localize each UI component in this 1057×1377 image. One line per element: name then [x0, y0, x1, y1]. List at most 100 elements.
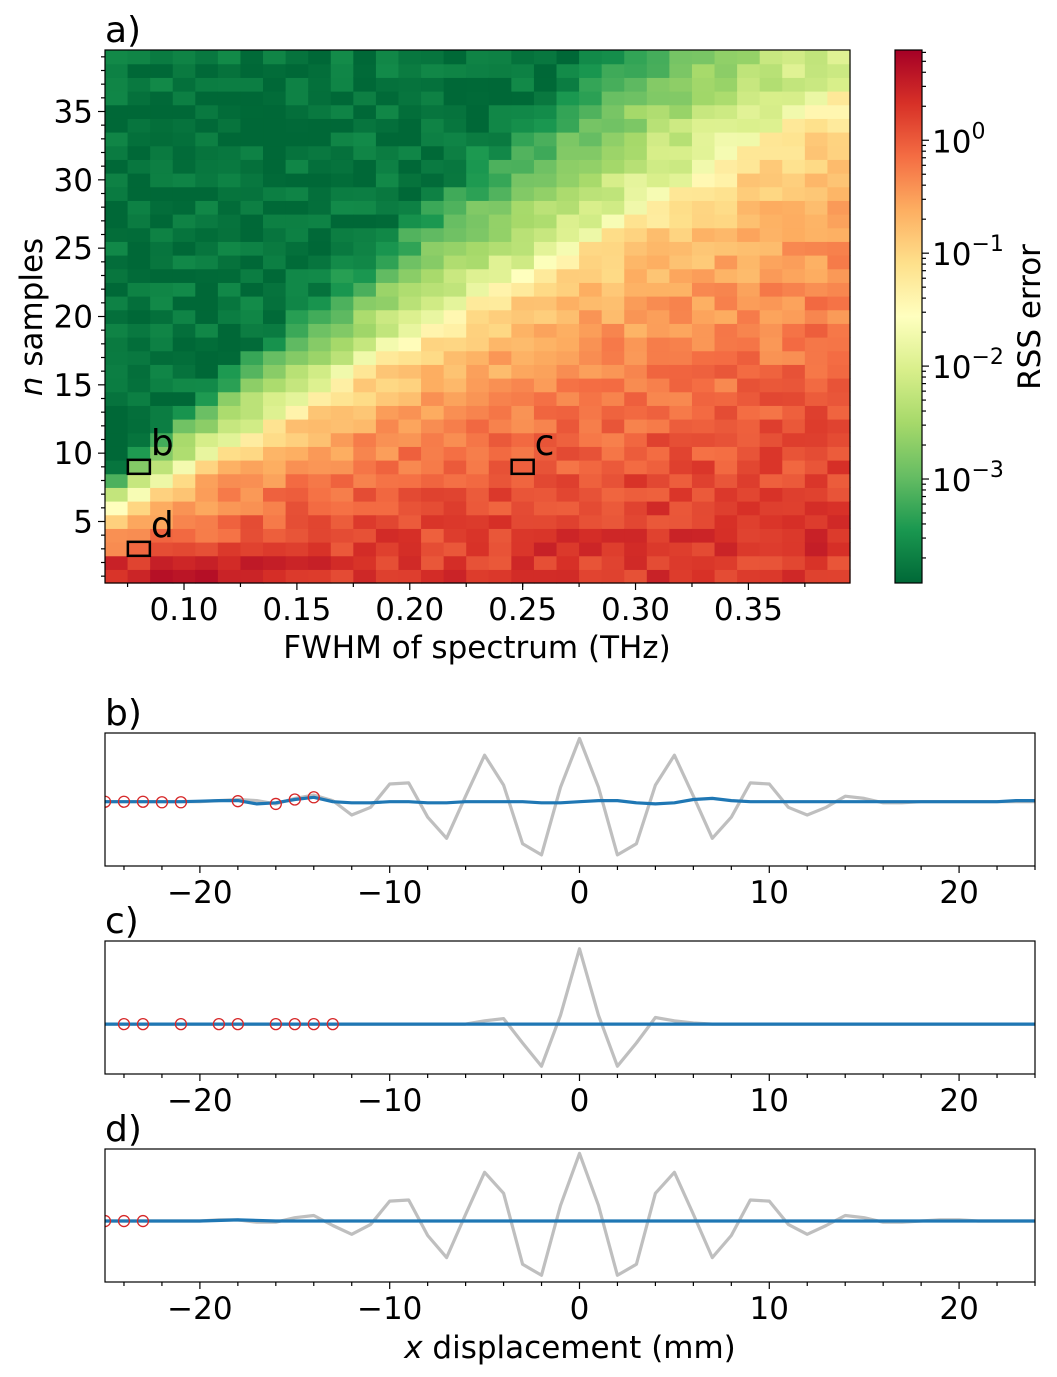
heatmap-cell	[172, 514, 196, 529]
heatmap-cell	[398, 542, 422, 557]
heatmap-cell	[624, 323, 648, 338]
heatmap-cell	[421, 514, 445, 529]
heatmap-cell	[533, 186, 558, 201]
heatmap-cell	[782, 487, 806, 502]
heatmap-cell	[127, 419, 151, 434]
heatmap-cell	[511, 268, 535, 283]
heatmap-cell	[466, 391, 490, 406]
heatmap-cell	[195, 309, 219, 324]
heatmap-cell	[263, 350, 287, 365]
heatmap-cell	[624, 528, 648, 543]
x-tick-label: −20	[167, 1291, 232, 1327]
heatmap-cell	[579, 282, 603, 297]
heatmap-cell	[105, 268, 129, 283]
heatmap-cell	[646, 446, 670, 461]
heatmap-cell	[172, 50, 196, 65]
heatmap-cell	[240, 569, 264, 584]
heatmap-cell	[601, 487, 625, 502]
heatmap-cell	[488, 501, 512, 516]
heatmap-cell	[105, 542, 129, 557]
heatmap-cell	[782, 391, 806, 406]
heatmap-cell	[330, 460, 354, 475]
heatmap-cell	[443, 63, 467, 78]
heatmap-cell	[375, 555, 400, 570]
heatmap-cell	[150, 501, 174, 516]
heatmap-cell	[737, 391, 761, 406]
heatmap-cell	[308, 227, 332, 242]
heatmap-cell	[375, 118, 400, 133]
heatmap-cell	[488, 227, 512, 242]
heatmap-cell	[827, 227, 851, 242]
heatmap-cell	[714, 91, 738, 106]
heatmap-cell	[827, 323, 851, 338]
heatmap-cell	[804, 159, 829, 174]
heatmap-cell	[759, 296, 783, 311]
reconstruction-line	[105, 795, 1035, 806]
heatmap-cell	[556, 364, 580, 379]
heatmap-cell	[827, 446, 851, 461]
heatmap-cell	[353, 501, 377, 516]
heatmap-cell	[217, 282, 242, 297]
heatmap-cell	[240, 528, 264, 543]
reference-line	[105, 947, 1035, 1068]
heatmap-cell	[263, 473, 287, 488]
heatmap-cell	[285, 528, 309, 543]
heatmap-cell	[421, 364, 445, 379]
heatmap-cell	[466, 337, 490, 352]
heatmap-cell	[533, 241, 558, 256]
heatmap-cell	[601, 350, 625, 365]
heatmap-cell	[488, 241, 512, 256]
heatmap-cell	[421, 473, 445, 488]
heatmap-cell	[624, 91, 648, 106]
heatmap-cell	[759, 542, 783, 557]
heatmap-cell	[127, 50, 151, 65]
heatmap-cell	[669, 282, 693, 297]
heatmap-cell	[624, 405, 648, 420]
heatmap-cell	[375, 569, 400, 584]
heatmap-cell	[466, 241, 490, 256]
heatmap-cell	[737, 350, 761, 365]
heatmap-cell	[737, 432, 761, 447]
heatmap-cell	[804, 555, 829, 570]
heatmap-cell	[646, 487, 670, 502]
heatmap-cell	[488, 432, 512, 447]
heatmap-cell	[398, 378, 422, 393]
heatmap-cell	[421, 323, 445, 338]
heatmap-cell	[353, 63, 377, 78]
heatmap-cell	[714, 159, 738, 174]
heatmap-cell	[285, 446, 309, 461]
heatmap-cell	[217, 405, 242, 420]
heatmap-cell	[804, 378, 829, 393]
heatmap-cell	[691, 268, 716, 283]
heatmap-cell	[263, 569, 287, 584]
heatmap-cell	[330, 405, 354, 420]
heatmap-cell	[646, 200, 670, 215]
heatmap-cell	[579, 227, 603, 242]
heatmap-cell	[127, 159, 151, 174]
heatmap-cell	[759, 104, 783, 119]
plot-frame-d	[104, 1148, 1036, 1283]
heatmap-cell	[827, 501, 851, 516]
heatmap-cell	[737, 405, 761, 420]
heatmap-cell	[579, 255, 603, 270]
heatmap-cell	[195, 473, 219, 488]
heatmap-cell	[443, 309, 467, 324]
heatmap-cell	[669, 227, 693, 242]
x-label-italic: x	[403, 1330, 423, 1366]
heatmap-cell	[533, 255, 558, 270]
y-label-rest: samples	[14, 238, 50, 377]
heatmap-cell	[263, 255, 287, 270]
heatmap-cell	[782, 569, 806, 584]
heatmap-cell	[240, 309, 264, 324]
heatmap-cell	[421, 50, 445, 65]
heatmap-cell	[691, 419, 716, 434]
heatmap-cell	[127, 542, 151, 557]
heatmap-cell	[285, 405, 309, 420]
heatmap-cell	[782, 186, 806, 201]
heatmap-cell	[150, 378, 174, 393]
heatmap-cell	[601, 528, 625, 543]
heatmap-cell	[150, 487, 174, 502]
heatmap-cell	[669, 104, 693, 119]
y-tick-label: 5	[73, 505, 93, 541]
heatmap-cell	[556, 91, 580, 106]
